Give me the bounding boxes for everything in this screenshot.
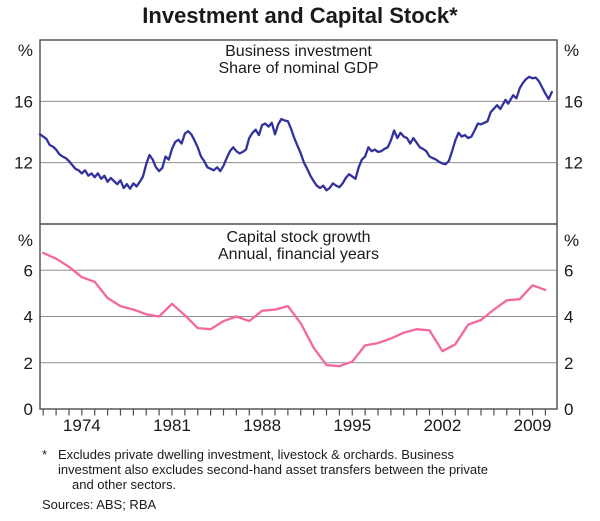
y-axis-unit-left: % [18, 41, 33, 60]
x-tick-label: 2002 [423, 416, 461, 435]
y-tick-label-right: 6 [564, 261, 573, 280]
y-tick-label-right: 12 [564, 154, 583, 173]
y-tick-label-left: 4 [24, 308, 33, 327]
footnote-marker: * [42, 447, 48, 462]
investment-series-line [38, 75, 553, 192]
bottom-panel-title: Capital stock growth [226, 229, 371, 246]
footnote-line-3: and other sectors. [72, 477, 177, 492]
y-tick-label-left: 12 [14, 154, 33, 173]
y-tick-label-left: 6 [24, 261, 33, 280]
capital-stock-series-line [42, 251, 547, 368]
y-tick-label-right: 0 [564, 400, 573, 419]
footnote-line-1: Excludes private dwelling investment, li… [58, 447, 454, 462]
x-tick-label: 1974 [63, 416, 101, 435]
y-axis-unit-right: % [564, 41, 579, 60]
y-tick-label-left: 0 [24, 400, 33, 419]
x-tick-label: 1981 [153, 416, 191, 435]
top-panel-subtitle: Share of nominal GDP [218, 60, 379, 77]
chart-title: Investment and Capital Stock* [142, 3, 458, 28]
top-panel-title: Business investment [225, 43, 372, 60]
y-tick-label-right: 4 [564, 308, 573, 327]
y-axis-unit-right: % [564, 231, 579, 250]
y-tick-label-left: 2 [24, 354, 33, 373]
bottom-panel-subtitle: Annual, financial years [218, 246, 379, 263]
x-tick-label: 2009 [514, 416, 552, 435]
y-axis-unit-left: % [18, 231, 33, 250]
footnote-line-2: investment also excludes second-hand ass… [58, 462, 488, 477]
sources-note: Sources: ABS; RBA [42, 497, 157, 512]
y-tick-label-right: 2 [564, 354, 573, 373]
x-tick-label: 1995 [333, 416, 371, 435]
x-tick-label: 1988 [243, 416, 281, 435]
y-tick-label-right: 16 [564, 92, 583, 111]
y-tick-label-left: 16 [14, 92, 33, 111]
